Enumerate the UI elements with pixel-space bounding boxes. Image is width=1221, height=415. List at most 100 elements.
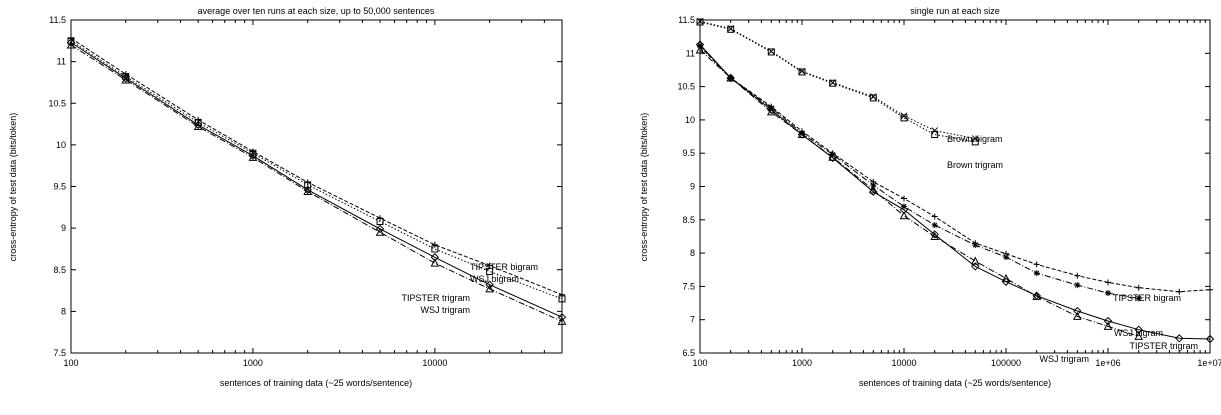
left-series-wsj-trigram-point bbox=[66, 40, 76, 49]
left-series-wsj-trigram-point bbox=[121, 75, 131, 84]
right-series-wsj-trigram-point bbox=[1072, 311, 1082, 320]
right-series-wsj-trigram-point bbox=[899, 211, 909, 220]
right-series-wsj-trigram-point bbox=[1103, 321, 1113, 330]
right-series-tipster-trigram-point bbox=[1205, 334, 1215, 344]
left-series-wsj-trigram-point bbox=[193, 122, 203, 131]
right-chart-panel: single run at each size sentences of tra… bbox=[639, 6, 1221, 388]
right-series-tipster-bigram-line bbox=[699, 46, 1211, 293]
left-legend-tipster-trigram: TIPSTER trigram bbox=[401, 293, 470, 303]
right-series-tipster-bigram-point bbox=[1074, 272, 1081, 279]
right-series-wsj-bigram-point bbox=[870, 182, 877, 189]
right-series-brown-bigram-line bbox=[699, 20, 976, 139]
right-series-wsj-trigram-line bbox=[699, 49, 1139, 337]
right-series-tipster-bigram-point bbox=[1105, 279, 1111, 286]
right-series-wsj-trigram-point bbox=[868, 185, 878, 194]
right-y-tick-label: 6.5 bbox=[682, 348, 695, 358]
right-x-tick-label: 1e+06 bbox=[1095, 358, 1120, 368]
right-x-tick-label: 100000 bbox=[991, 358, 1021, 368]
right-series-wsj-trigram-point bbox=[766, 107, 776, 116]
right-y-tick-label: 9.5 bbox=[682, 148, 695, 158]
left-series-wsj-trigram-point bbox=[375, 227, 385, 236]
right-series-brown-trigram-point bbox=[798, 68, 806, 76]
right-series-brown-trigram-point bbox=[971, 138, 979, 146]
left-series-tipster-bigram-point bbox=[431, 241, 438, 248]
right-series-wsj-trigram-point bbox=[1001, 273, 1011, 282]
right-series-tipster-bigram-point bbox=[1135, 284, 1142, 291]
left-series-wsj-trigram-point bbox=[430, 258, 440, 267]
right-legend-brown-trigram: Brown trigram bbox=[947, 160, 1003, 170]
left-series-tipster-bigram-line bbox=[70, 37, 563, 296]
right-legend-wsj-trigram: WSJ trigram bbox=[1040, 354, 1090, 364]
left-series-wsj-bigram-point bbox=[486, 267, 494, 275]
right-series-wsj-trigram-point bbox=[1134, 331, 1144, 340]
left-y-tick-label: 9.5 bbox=[53, 182, 66, 192]
right-series-wsj-bigram-point bbox=[1105, 290, 1111, 297]
right-y-tick-label: 10 bbox=[685, 115, 695, 125]
right-y-tick-label: 7 bbox=[690, 315, 695, 325]
right-series-tipster-bigram-point bbox=[901, 195, 907, 202]
left-y-tick-label: 11.5 bbox=[49, 15, 66, 25]
left-y-tick-label: 8 bbox=[61, 306, 66, 316]
right-y-tick-label: 10.5 bbox=[677, 82, 695, 92]
right-legend: Brown bigram Brown trigram TIPSTER bigra… bbox=[947, 134, 1198, 364]
right-series-wsj-bigram-point bbox=[1003, 254, 1009, 261]
left-legend-tipster-bigram: TIPSTER bigram bbox=[470, 262, 538, 272]
left-x-tick-label: 10000 bbox=[422, 358, 447, 368]
right-series-wsj-bigram-line bbox=[699, 44, 1139, 299]
right-series-wsj-bigram-point bbox=[1074, 282, 1081, 289]
left-series-group bbox=[66, 35, 567, 325]
right-series-wsj-trigram-point bbox=[828, 152, 838, 161]
right-series-tipster-trigram-point bbox=[1103, 316, 1113, 326]
right-series-tipster-trigram-point bbox=[828, 153, 837, 163]
right-series-tipster-trigram-line bbox=[699, 44, 1211, 340]
right-series-brown-trigram-point bbox=[829, 79, 837, 87]
left-series-tipster-trigram-point bbox=[121, 74, 130, 83]
right-series-wsj-trigram-point bbox=[930, 231, 940, 240]
left-series-wsj-trigram-point bbox=[248, 152, 258, 161]
right-series-wsj-bigram-point bbox=[972, 242, 979, 249]
left-y-tick-label: 10 bbox=[56, 140, 66, 150]
right-axis-ticks: 100 1000 10000 100000 1e+06 1e+07 6.5 7 7.5 8 8.5 9… bbox=[677, 15, 1221, 368]
left-legend-wsj-trigram: WSJ trigram bbox=[421, 305, 471, 315]
left-legend-wsj-bigram: WSJ bigram bbox=[470, 274, 519, 284]
left-series-tipster-trigram-point bbox=[375, 224, 385, 234]
left-series-tipster-trigram-point bbox=[557, 312, 567, 322]
right-plot-frame bbox=[699, 19, 1211, 354]
left-series-wsj-trigram-point bbox=[303, 186, 313, 195]
right-series-tipster-trigram-point bbox=[1073, 306, 1082, 316]
left-legend: TIPSTER bigram WSJ bigram TIPSTER trigra… bbox=[401, 262, 538, 315]
left-series-tipster-trigram-point bbox=[303, 185, 312, 195]
right-series-brown-trigram-point bbox=[727, 25, 735, 33]
right-series-wsj-trigram-point bbox=[797, 129, 807, 139]
left-series-wsj-bigram-point bbox=[376, 217, 384, 225]
right-series-tipster-bigram-point bbox=[1033, 261, 1040, 268]
right-series-brown-trigram-point bbox=[767, 48, 775, 56]
left-axis-ticks: 100 1000 10000 7.5 8 8.5 9 9.5 10 10.5 11 11.5 bbox=[48, 15, 562, 368]
right-series-wsj-bigram-point bbox=[799, 130, 805, 137]
right-y-tick-label: 11.5 bbox=[678, 15, 695, 25]
right-series-wsj-trigram-point bbox=[726, 73, 736, 82]
left-series-tipster-trigram-line bbox=[70, 42, 563, 318]
left-plot-frame bbox=[70, 19, 563, 354]
left-series-tipster-trigram-point bbox=[248, 151, 258, 160]
right-x-tick-label: 1000 bbox=[792, 358, 812, 368]
right-series-tipster-bigram-point bbox=[1207, 286, 1213, 293]
right-series-tipster-bigram-point bbox=[1176, 288, 1183, 295]
right-series-group bbox=[695, 17, 1215, 344]
right-series-wsj-trigram-point bbox=[970, 256, 980, 265]
right-y-tick-label: 8 bbox=[690, 248, 695, 258]
left-series-wsj-bigram-point bbox=[558, 295, 566, 303]
right-x-tick-label: 100 bbox=[692, 358, 707, 368]
right-series-wsj-bigram-point bbox=[1135, 295, 1142, 302]
left-chart-title: average over ten runs at each size, up t… bbox=[198, 6, 435, 16]
right-legend-brown-bigram: Brown bigram bbox=[947, 134, 1003, 144]
right-legend-tipster-bigram: TIPSTER bigram bbox=[1113, 293, 1181, 303]
left-x-axis-label: sentences of training data (~25 words/se… bbox=[220, 378, 412, 388]
right-x-tick-label: 1e+07 bbox=[1197, 358, 1221, 368]
right-chart-title: single run at each size bbox=[910, 6, 1000, 16]
left-series-wsj-bigram-line bbox=[70, 40, 563, 300]
right-y-tick-label: 9 bbox=[690, 182, 695, 192]
right-y-axis-label: cross-entropy of test data (bits/token) bbox=[639, 113, 649, 262]
right-series-brown-trigram-point bbox=[931, 131, 939, 139]
right-series-brown-trigram-point bbox=[869, 94, 877, 102]
